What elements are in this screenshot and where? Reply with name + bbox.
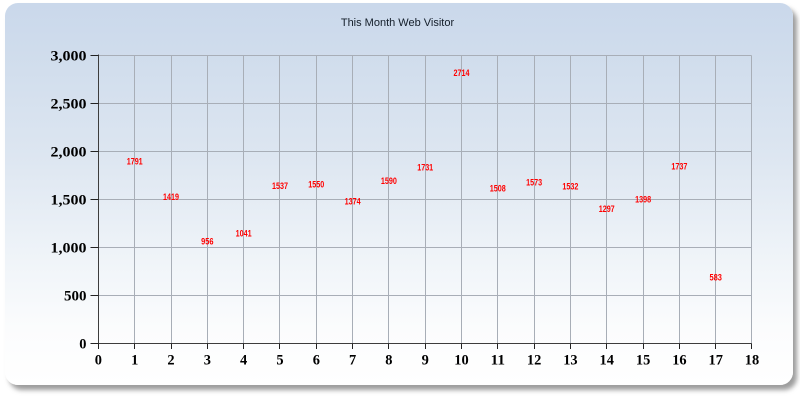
svg-text:17: 17 xyxy=(709,353,724,369)
svg-text:1791: 1791 xyxy=(127,157,143,167)
svg-text:7: 7 xyxy=(349,353,357,369)
svg-text:18: 18 xyxy=(745,353,759,369)
svg-text:583: 583 xyxy=(710,273,722,283)
svg-text:1,500: 1,500 xyxy=(51,193,87,209)
svg-text:2,500: 2,500 xyxy=(51,97,87,113)
svg-text:2714: 2714 xyxy=(454,68,471,78)
svg-text:10: 10 xyxy=(454,353,468,369)
svg-text:8: 8 xyxy=(385,353,392,369)
svg-text:1: 1 xyxy=(131,353,138,369)
svg-text:1731: 1731 xyxy=(417,162,433,172)
svg-text:1041: 1041 xyxy=(236,229,252,239)
svg-text:16: 16 xyxy=(672,353,687,369)
svg-text:2: 2 xyxy=(167,353,174,369)
svg-text:0: 0 xyxy=(95,353,102,369)
svg-text:1537: 1537 xyxy=(272,181,288,191)
svg-text:1419: 1419 xyxy=(163,192,179,202)
svg-text:9: 9 xyxy=(422,353,429,369)
svg-text:12: 12 xyxy=(527,353,541,369)
svg-text:1374: 1374 xyxy=(345,197,362,207)
svg-text:1297: 1297 xyxy=(599,204,615,214)
svg-text:1398: 1398 xyxy=(635,194,651,204)
svg-text:13: 13 xyxy=(563,353,577,369)
svg-text:3: 3 xyxy=(204,353,211,369)
svg-text:1532: 1532 xyxy=(562,181,578,191)
svg-text:5: 5 xyxy=(276,353,283,369)
svg-text:15: 15 xyxy=(636,353,650,369)
svg-text:1508: 1508 xyxy=(490,184,506,194)
svg-text:1737: 1737 xyxy=(671,162,687,172)
svg-text:14: 14 xyxy=(600,353,615,369)
svg-text:1590: 1590 xyxy=(381,176,397,186)
svg-text:956: 956 xyxy=(201,237,213,247)
svg-text:1,000: 1,000 xyxy=(51,241,87,257)
svg-text:2,000: 2,000 xyxy=(51,145,87,161)
svg-text:1550: 1550 xyxy=(308,180,324,190)
svg-text:4: 4 xyxy=(240,353,248,369)
svg-text:0: 0 xyxy=(79,337,86,353)
svg-text:500: 500 xyxy=(64,289,87,305)
svg-text:3,000: 3,000 xyxy=(51,49,87,65)
svg-text:6: 6 xyxy=(313,353,321,369)
svg-text:11: 11 xyxy=(491,353,505,369)
svg-text:1573: 1573 xyxy=(526,177,542,187)
